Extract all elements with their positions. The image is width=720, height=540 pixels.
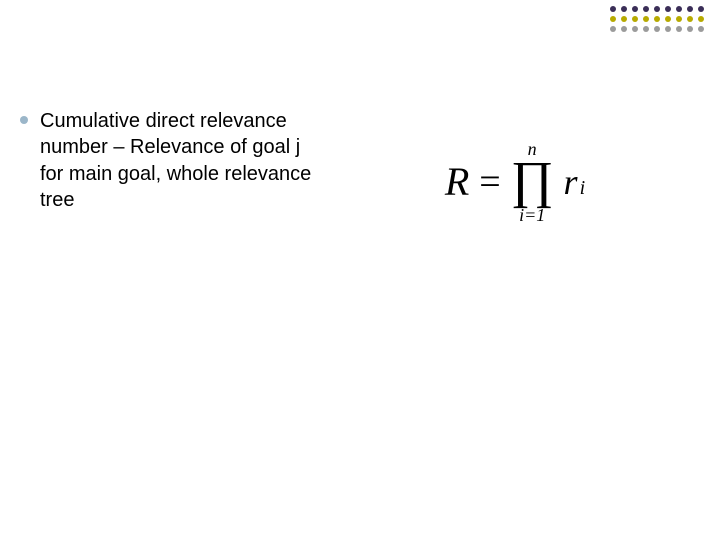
bullet-text: Cumulative direct relevance number – Rel… xyxy=(40,108,320,214)
decor-dot xyxy=(676,6,682,12)
equation: R = n ∏ i=1 r i xyxy=(445,140,585,224)
decor-dot xyxy=(632,26,638,32)
decor-dot xyxy=(676,16,682,22)
decor-dot xyxy=(698,26,704,32)
corner-dot-decor xyxy=(610,6,706,34)
product-lower-limit: i=1 xyxy=(519,206,545,224)
decor-dot xyxy=(610,6,616,12)
decor-dot xyxy=(643,26,649,32)
decor-dot xyxy=(687,26,693,32)
decor-dot xyxy=(621,26,627,32)
formula-term: r i xyxy=(564,161,586,203)
decor-dot xyxy=(654,26,660,32)
decor-dot xyxy=(610,26,616,32)
decor-dot xyxy=(654,6,660,12)
decor-dot xyxy=(610,16,616,22)
decor-dot xyxy=(643,16,649,22)
decor-dot xyxy=(676,26,682,32)
decor-dot xyxy=(654,16,660,22)
decor-dot xyxy=(687,16,693,22)
decor-dot xyxy=(632,6,638,12)
decor-dot xyxy=(687,6,693,12)
decor-dot xyxy=(621,16,627,22)
bullet-item: Cumulative direct relevance number – Rel… xyxy=(20,108,320,214)
term-base: r xyxy=(564,161,578,203)
product-operator: n ∏ i=1 xyxy=(511,140,554,224)
formula-equals: = xyxy=(479,160,500,204)
decor-dot xyxy=(665,16,671,22)
decor-dot xyxy=(665,6,671,12)
formula-region: R = n ∏ i=1 r i xyxy=(320,108,680,224)
decor-dot xyxy=(632,16,638,22)
bullet-marker xyxy=(20,116,28,124)
decor-dot xyxy=(665,26,671,32)
product-symbol: ∏ xyxy=(511,160,554,202)
term-subscript: i xyxy=(580,177,586,200)
decor-dot xyxy=(698,16,704,22)
formula-lhs: R xyxy=(445,158,469,205)
decor-dot xyxy=(643,6,649,12)
decor-dot xyxy=(621,6,627,12)
decor-dot xyxy=(698,6,704,12)
